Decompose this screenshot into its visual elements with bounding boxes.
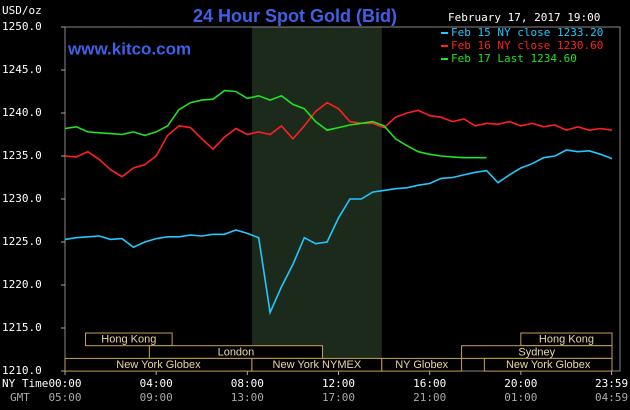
series-line	[64, 101, 613, 178]
x2-tick-label: 04:59	[595, 391, 628, 404]
session-label: NY Globex	[395, 359, 448, 371]
legend-label: Feb 16 NY close 1230.60	[451, 39, 603, 52]
y-axis-label: USD/oz	[2, 4, 42, 17]
x-tick-label: 23:59	[595, 377, 628, 390]
session-box	[381, 357, 463, 372]
y-tick-label: 1230.0	[2, 192, 42, 205]
x-tick-label: 00:00	[48, 377, 81, 390]
subtitle: www.kitco.com	[67, 39, 191, 58]
timestamp: February 17, 2017 19:00	[448, 11, 600, 24]
y-tick-label: 1235.0	[2, 149, 42, 162]
y-tick-label: 1240.0	[2, 106, 42, 119]
x-tick-label: 04:00	[140, 377, 173, 390]
session-label: London	[218, 346, 255, 358]
series-line	[64, 89, 487, 159]
session-label: New York NYMEX	[273, 359, 362, 371]
x-tick-label: 08:00	[231, 377, 264, 390]
x2-tick-label: 09:00	[140, 391, 173, 404]
legend-label: Feb 17 Last 1234.60	[451, 52, 577, 65]
x2-tick-label: 13:00	[231, 391, 264, 404]
session-box	[85, 332, 173, 347]
chart-title: 24 Hour Spot Gold (Bid)	[193, 6, 397, 26]
y-tick-label: 1215.0	[2, 321, 42, 334]
x2-tick-label: 21:00	[413, 391, 446, 404]
session-label: New York Globex	[506, 359, 591, 371]
x-tick-label: 16:00	[413, 377, 446, 390]
y-tick-label: 1210.0	[2, 364, 42, 377]
x2-tick-label: 01:00	[504, 391, 537, 404]
x2-axis-label: GMT	[10, 391, 30, 404]
x-tick-label: 20:00	[504, 377, 537, 390]
series-line	[64, 149, 613, 316]
y-tick-label: 1250.0	[2, 20, 42, 33]
legend-label: Feb 15 NY close 1233.20	[451, 26, 603, 39]
x2-tick-label: 05:00	[48, 391, 81, 404]
y-tick-label: 1220.0	[2, 278, 42, 291]
session-label: Hong Kong	[101, 334, 156, 346]
y-tick-label: 1225.0	[2, 235, 42, 248]
session-label: New York Globex	[116, 359, 201, 371]
y-tick-label: 1245.0	[2, 63, 42, 76]
session-box	[483, 357, 613, 372]
x2-tick-label: 17:00	[322, 391, 355, 404]
session-label: Hong Kong	[539, 334, 594, 346]
session-label: Sydney	[518, 346, 555, 358]
x-tick-label: 12:00	[322, 377, 355, 390]
x-axis-label: NY Time	[2, 377, 48, 390]
